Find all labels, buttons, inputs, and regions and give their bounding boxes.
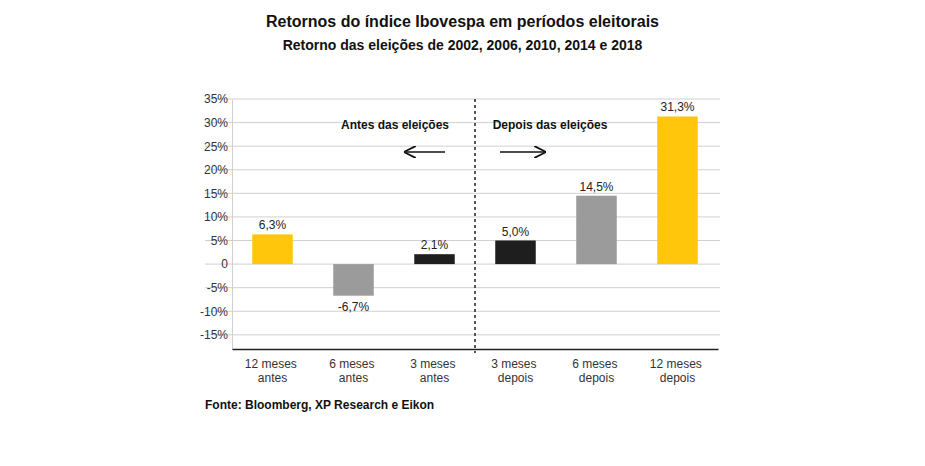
y-tick-label: 25% xyxy=(204,140,228,154)
x-tick-label: 6 meses depois xyxy=(572,357,621,385)
y-tick: 10% xyxy=(204,210,232,224)
y-tick: 5% xyxy=(211,234,232,248)
x-tick: 12 meses antes xyxy=(245,349,300,385)
data-label: 6,3% xyxy=(259,218,287,232)
bar xyxy=(657,116,698,264)
y-tick-label: 10% xyxy=(204,210,228,224)
grid xyxy=(205,99,720,335)
title: Retornos do índice Ibovespa em períodos … xyxy=(266,13,659,30)
y-tick: 15% xyxy=(204,187,232,201)
x-tick: 12 meses depois xyxy=(650,349,705,385)
y-tick-label: 15% xyxy=(204,187,228,201)
y-tick-label: -10% xyxy=(200,305,228,319)
bar xyxy=(495,241,536,265)
grid-line xyxy=(205,146,720,147)
chart: Retornos do índice Ibovespa em períodos … xyxy=(0,0,925,466)
data-label: 5,0% xyxy=(502,225,530,239)
data-label: -6,7% xyxy=(338,300,370,314)
arrow-right xyxy=(500,151,545,153)
data-label: 14,5% xyxy=(579,180,613,194)
y-tick: 35% xyxy=(204,92,232,106)
grid-line xyxy=(205,193,720,194)
divider xyxy=(474,99,476,353)
grid-line xyxy=(205,287,720,288)
data-label: 2,1% xyxy=(421,238,449,252)
subtitle: Retorno das eleições de 2002, 2006, 2010… xyxy=(283,37,643,53)
annotation: Depois das eleições xyxy=(493,118,608,132)
data-label: 31,3% xyxy=(660,100,694,114)
y-tick: -10% xyxy=(200,305,232,319)
y-axis: 35% 30% 25% 20% 15% 10% 5% 0 -5% -10% -15% xyxy=(200,92,233,349)
grid-line xyxy=(205,334,720,335)
y-tick-label: -5% xyxy=(207,281,229,295)
y-tick: 30% xyxy=(204,116,232,130)
y-tick: -5% xyxy=(207,281,232,295)
grid-line xyxy=(205,122,720,123)
bar xyxy=(333,264,374,296)
y-tick-label: 5% xyxy=(211,234,229,248)
grid-line xyxy=(205,169,720,170)
grid-line xyxy=(205,216,720,217)
y-tick-label: 20% xyxy=(204,163,228,177)
grid-line xyxy=(205,99,720,100)
x-tick: 3 meses depois xyxy=(491,349,540,385)
x-tick-label: 6 meses antes xyxy=(329,357,378,385)
y-tick: 25% xyxy=(204,140,232,154)
x-tick-label: 12 meses depois xyxy=(650,357,705,385)
bar xyxy=(252,234,293,264)
x-axis: 12 meses antes 6 meses antes 3 meses antes… xyxy=(233,349,719,385)
x-tick-label: 3 meses antes xyxy=(410,357,459,385)
y-tick-label: 35% xyxy=(204,92,228,106)
x-axis-line xyxy=(233,349,719,351)
grid-line xyxy=(205,311,720,312)
arrow-left xyxy=(405,151,445,153)
x-tick-label: 3 meses depois xyxy=(491,357,540,385)
x-tick: 3 meses antes xyxy=(410,349,459,385)
y-tick-label: -15% xyxy=(200,328,228,342)
x-tick-label: 12 meses antes xyxy=(245,357,300,385)
x-tick: 6 meses depois xyxy=(572,349,621,385)
y-tick: 20% xyxy=(204,163,232,177)
y-tick-label: 0 xyxy=(221,257,228,271)
bar xyxy=(414,254,455,264)
annotation: Antes das eleições xyxy=(341,118,449,132)
x-tick: 6 meses antes xyxy=(329,349,378,385)
y-axis-line xyxy=(232,100,233,350)
y-tick: -15% xyxy=(200,328,232,342)
bar xyxy=(576,196,617,264)
data-labels: 6,3% -6,7% 2,1% 5,0% 14,5% 31,3% xyxy=(259,100,695,313)
y-tick: 0 xyxy=(221,257,232,271)
y-tick-label: 30% xyxy=(204,116,228,130)
source: Fonte: Bloomberg, XP Research e Eikon xyxy=(205,398,434,412)
